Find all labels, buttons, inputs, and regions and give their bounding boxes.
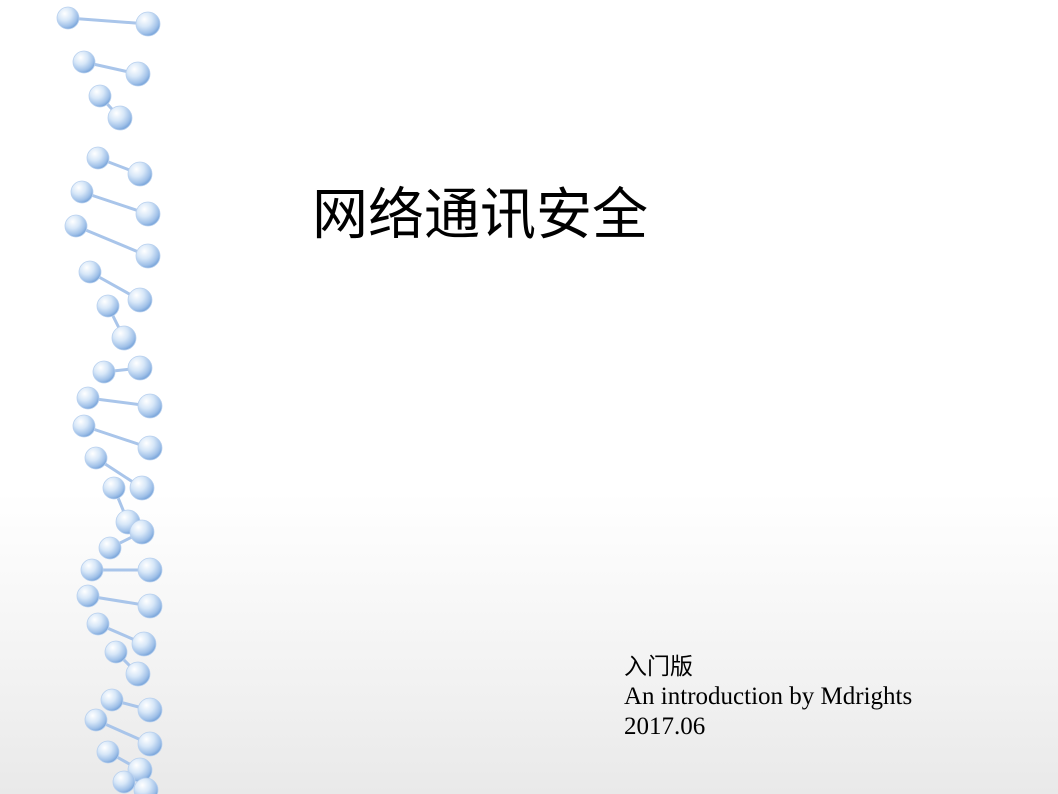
dna-sphere [127, 161, 153, 187]
dna-sphere [88, 84, 112, 108]
dna-sphere [92, 360, 116, 384]
dna-sphere [129, 475, 155, 501]
dna-sphere [137, 593, 163, 619]
dna-sphere [96, 740, 120, 764]
dna-sphere [133, 777, 159, 794]
dna-sphere [137, 393, 163, 419]
dna-sphere [112, 770, 136, 794]
dna-sphere [135, 11, 161, 37]
dna-spheres [56, 6, 163, 794]
dna-sphere [107, 105, 133, 131]
dna-sphere [86, 146, 110, 170]
dna-sphere [135, 201, 161, 227]
dna-sphere [104, 640, 128, 664]
dna-sphere [125, 661, 151, 687]
dna-sphere [80, 558, 104, 582]
dna-sphere [86, 612, 110, 636]
dna-sphere [84, 708, 108, 732]
slide-title: 网络通讯安全 [312, 183, 648, 248]
edition-label: 入门版 [624, 654, 693, 680]
dna-sphere [137, 557, 163, 583]
dna-sphere [127, 355, 153, 381]
dna-sphere [76, 584, 100, 608]
dna-sphere [137, 697, 163, 723]
slide-subtitle: 入门版 An introduction by Mdrights 2017.06 [624, 652, 912, 742]
dna-sphere [72, 414, 96, 438]
dna-sphere [72, 50, 96, 74]
dna-sphere [129, 519, 155, 545]
dna-sphere [111, 325, 137, 351]
dna-sphere [131, 631, 157, 657]
dna-sphere [98, 536, 122, 560]
dna-sphere [78, 260, 102, 284]
dna-sphere [70, 180, 94, 204]
dna-sphere [127, 287, 153, 313]
dna-sphere [84, 446, 108, 470]
dna-sphere [137, 435, 163, 461]
dna-sphere [100, 688, 124, 712]
author-line: An introduction by Mdrights [624, 683, 913, 710]
dna-sphere [135, 243, 161, 269]
dna-sphere [56, 6, 80, 30]
dna-sphere [102, 476, 126, 500]
dna-sphere [96, 294, 120, 318]
date-line: 2017.06 [624, 713, 706, 740]
dna-sphere [76, 386, 100, 410]
dna-rung [74, 224, 150, 258]
dna-sphere [137, 731, 163, 757]
dna-rung [66, 16, 150, 26]
dna-helix-icon [56, 6, 163, 794]
dna-sphere [125, 61, 151, 87]
dna-sphere [64, 214, 88, 238]
